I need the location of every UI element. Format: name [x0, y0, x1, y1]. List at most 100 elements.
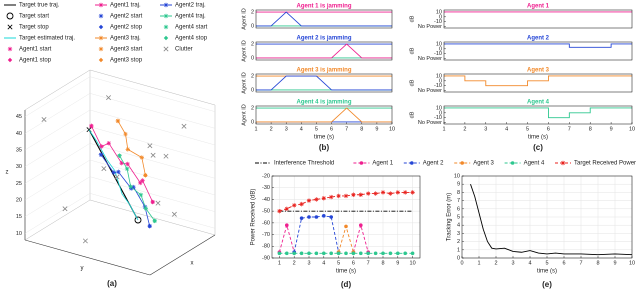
data-point	[403, 251, 408, 256]
y-tick-label: -30	[262, 185, 270, 191]
grid-line	[24, 143, 216, 184]
z-tick-label: 30	[16, 164, 22, 170]
z-tick-label: 45	[16, 114, 22, 120]
subplot-title: Agent 2 is jamming	[296, 36, 351, 42]
subplot-title: Agent 4 is jamming	[296, 100, 351, 106]
x-tick-label: 4	[528, 260, 531, 266]
data-point	[128, 184, 133, 189]
data-point	[344, 251, 348, 256]
y-tick-label: 2	[457, 239, 460, 245]
x-axis-label: time (s)	[537, 269, 557, 275]
data-point	[89, 123, 94, 129]
x-axis-label: time (s)	[528, 135, 548, 141]
legend-label: Agent4 traj.	[175, 14, 206, 20]
data-point	[314, 251, 319, 256]
data-point	[299, 216, 304, 220]
data-point	[344, 224, 348, 229]
data-point	[125, 161, 130, 167]
data-point	[380, 190, 386, 195]
x-tick-label: 6	[352, 260, 355, 266]
data-point	[171, 211, 177, 217]
data-point	[140, 178, 145, 183]
data-point	[131, 184, 136, 190]
data-point	[181, 123, 187, 129]
x-tick-label: 8	[589, 126, 592, 132]
plot-area	[444, 10, 632, 28]
y-tick-label: No Power	[418, 24, 442, 30]
legend-symbol	[7, 24, 13, 30]
y-tick-label: -20	[262, 173, 270, 179]
legend-label: Interference Threshold	[274, 161, 334, 167]
x-tick-label: 2	[463, 126, 466, 132]
y-tick-label: 7	[457, 198, 460, 204]
data-point	[163, 153, 169, 159]
data-point	[359, 251, 363, 256]
plot-frame	[255, 9, 393, 29]
series-line	[256, 107, 392, 123]
panel-caption: (e)	[542, 280, 552, 289]
y-tick-label: 1	[457, 247, 460, 253]
z-tick-label: 20	[16, 197, 22, 203]
y-tick-label: 0	[251, 119, 254, 125]
legend-label: Target Received Power	[574, 161, 636, 167]
legend-label: Target true traj.	[19, 3, 60, 9]
legend-label: Agent3 traj.	[110, 36, 141, 42]
legend-symbol	[98, 2, 104, 8]
data-point	[124, 166, 130, 171]
x-tick-label: 7	[345, 126, 348, 132]
subplot-title: Agent 2	[527, 36, 550, 42]
x-tick-label: 9	[613, 260, 616, 266]
data-point	[139, 155, 144, 160]
plot-area	[256, 106, 392, 124]
legend-symbol	[163, 46, 169, 52]
data-point	[351, 192, 356, 197]
y-tick-label: 0	[457, 255, 460, 261]
data-point	[373, 191, 378, 196]
legend-label: Target start	[19, 14, 49, 20]
z-tick-label: 35	[16, 147, 22, 153]
z-tick-label: 15	[16, 214, 22, 220]
data-point	[292, 203, 297, 208]
data-point	[388, 191, 393, 196]
data-point	[329, 251, 334, 256]
plot-frame	[255, 41, 393, 61]
data-point	[99, 144, 104, 149]
legend-label: Agent 4	[524, 161, 545, 167]
data-point	[292, 251, 297, 256]
x-tick-label: 5	[545, 260, 548, 266]
legend-symbol	[98, 57, 104, 63]
legend-symbol	[163, 24, 169, 30]
panel-caption: (b)	[319, 143, 330, 152]
x-tick-label: 4	[300, 126, 303, 132]
legend-symbol	[163, 13, 169, 19]
trajectory	[119, 155, 156, 222]
series-line	[470, 184, 633, 256]
y-tick-label: -10	[434, 115, 442, 121]
plot-frame	[443, 41, 633, 61]
subplot-title: Agent 3	[527, 68, 550, 74]
legend-label: Agent1 stop	[19, 58, 52, 64]
x-tick-label: 1	[278, 260, 281, 266]
series-line	[256, 11, 392, 27]
data-point	[322, 251, 326, 256]
y-tick-label: 0	[251, 23, 254, 29]
legend-label: Target stop	[19, 25, 49, 31]
data-point	[277, 208, 282, 214]
data-point	[82, 238, 88, 244]
data-point	[314, 215, 319, 219]
y-tick-label: 8	[457, 190, 460, 196]
y-tick-label: 0	[439, 46, 442, 52]
x-tick-label: 7	[367, 260, 370, 266]
data-point	[358, 192, 363, 197]
y-tick-label: 2	[251, 10, 254, 16]
grid-line	[24, 126, 216, 167]
y-tick-label: No Power	[418, 88, 442, 94]
z-tick-label: 10	[16, 231, 22, 237]
data-point	[329, 194, 334, 200]
box-edge	[24, 69, 91, 111]
plot-frame	[443, 105, 633, 125]
data-point	[329, 215, 334, 219]
y-tick-label: -40	[262, 197, 270, 203]
data-point	[285, 223, 289, 227]
